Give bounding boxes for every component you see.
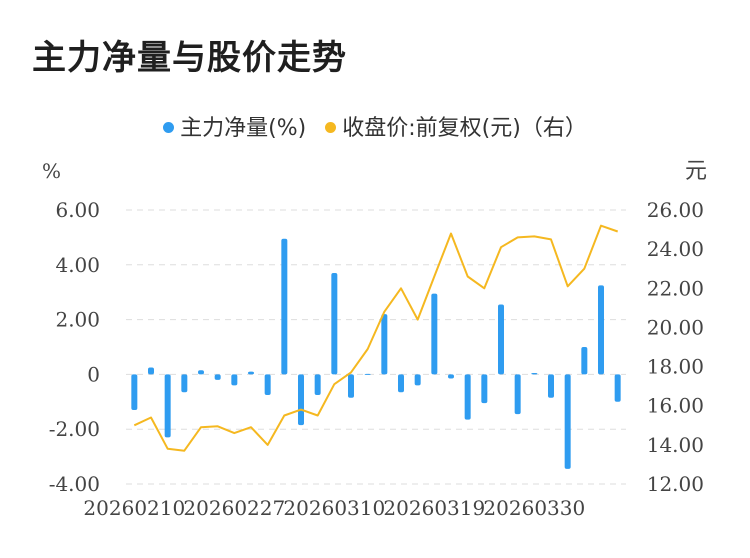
chart-title: 主力净量与股价走势 [32,38,347,78]
net-flow-bar [131,374,138,411]
net-flow-bar [348,374,354,398]
net-flow-bar [414,374,421,386]
net-flow-bar [231,374,238,386]
left-axis-tick-label: 4.00 [55,253,100,277]
net-flow-bar [281,238,288,375]
left-axis-tick-label: 6.00 [55,198,100,222]
x-axis-tick-label: 20260330 [483,496,585,520]
net-flow-bar [481,374,488,404]
legend-bar-marker-icon [163,121,175,133]
right-axis-tick-label: 22.00 [647,276,704,300]
x-axis-tick-label: 20260319 [383,496,485,520]
x-axis-tick-label: 20260310 [283,496,385,520]
legend-item-net-flow[interactable]: 主力净量(%) [163,110,306,142]
legend-label-net-flow: 主力净量(%) [180,116,307,141]
x-axis-tick-label: 20260210 [83,496,185,520]
left-axis-tick-label: 0 [87,362,100,386]
net-flow-bar [431,293,438,375]
net-flow-bar [598,285,604,375]
right-axis-tick-label: 12.00 [647,472,704,496]
net-flow-bar [181,374,188,393]
net-flow-bar [148,367,154,375]
net-flow-bar [198,370,204,375]
net-flow-bar [331,273,338,375]
close-price-line [133,224,619,452]
left-axis-tick-label: -4.00 [49,472,100,496]
net-flow-bar [398,374,404,393]
net-flow-bar [498,304,504,375]
net-flow-bar [314,374,321,395]
net-flow-bar [464,374,471,420]
left-axis-unit: % [42,159,61,183]
net-flow-bar [564,374,571,469]
net-flow-bar [548,374,554,398]
legend-label-close-price: 收盘价:前复权(元)（右） [342,116,587,141]
net-flow-bar [214,374,221,380]
net-flow-bar [448,374,454,379]
right-axis-tick-label: 20.00 [647,315,704,339]
net-flow-bar [248,371,254,375]
right-axis-tick-label: 26.00 [647,198,704,222]
left-axis-tick-label: -2.00 [49,417,100,441]
net-flow-bar [581,347,588,375]
chart-legend: 主力净量(%) 收盘价:前复权(元)（右） [0,110,750,142]
net-flow-bar [364,373,371,375]
legend-item-close-price[interactable]: 收盘价:前复权(元)（右） [325,110,587,142]
net-flow-bar [264,374,271,395]
net-flow-bar [531,373,538,375]
net-flow-bar [298,374,304,426]
net-flow-bar [514,374,521,415]
legend-line-marker-icon [325,121,337,133]
right-axis-tick-label: 24.00 [647,237,704,261]
left-axis-tick-label: 2.00 [55,308,100,332]
net-flow-bar [381,314,388,375]
net-flow-bar [614,374,621,402]
right-axis-tick-label: 16.00 [647,394,704,418]
net-flow-bar [164,374,171,438]
right-axis-tick-label: 18.00 [647,355,704,379]
x-axis-tick-label: 20260227 [183,496,285,520]
right-axis-tick-label: 14.00 [647,433,704,457]
right-axis-unit: 元 [685,159,707,184]
